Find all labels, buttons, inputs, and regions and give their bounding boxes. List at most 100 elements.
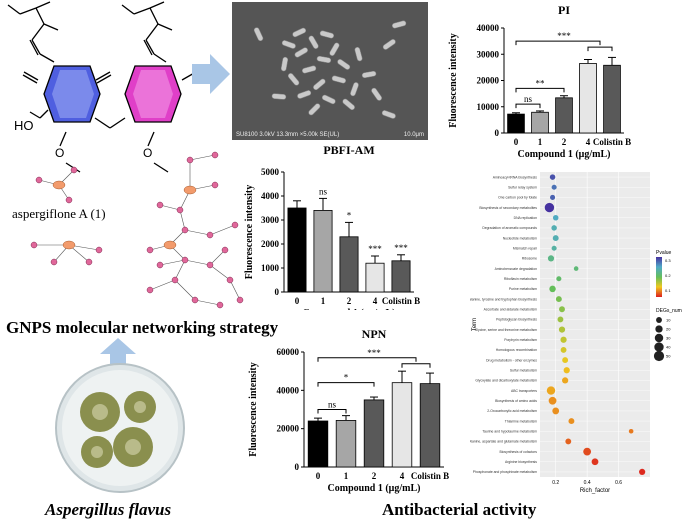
term-point bbox=[557, 316, 564, 323]
term-label: Aminobenzoate degradation bbox=[495, 267, 538, 271]
term-label: Phosphonate and phosphinate metabolism bbox=[473, 470, 537, 474]
sig-bracket bbox=[317, 409, 347, 414]
term-label: Porphyrin metabolism bbox=[504, 338, 537, 342]
y-tick-label: 0 bbox=[495, 128, 500, 138]
term-point bbox=[591, 458, 599, 466]
x-tick-label: 2 bbox=[372, 471, 377, 481]
term-point bbox=[565, 438, 572, 445]
y-tick-label: 2000 bbox=[261, 239, 280, 249]
sig-bracket bbox=[317, 382, 375, 387]
term-label: Nucleotide metabolism bbox=[503, 236, 537, 240]
term-label: One carbon pool by folate bbox=[498, 196, 537, 200]
term-point bbox=[639, 468, 646, 476]
bar-0 bbox=[307, 420, 329, 468]
x-tick-label: 0.6 bbox=[615, 480, 622, 486]
bacteria-cluster bbox=[232, 2, 428, 140]
activity-caption: Antibacterial activity bbox=[382, 500, 537, 519]
term-point bbox=[560, 336, 567, 343]
term-label: Biosynthesis of cofactors bbox=[499, 450, 537, 454]
term-point bbox=[628, 428, 634, 434]
molecular-network bbox=[146, 151, 244, 309]
x-tick-label: 4 bbox=[400, 471, 405, 481]
term-label: Biosynthesis of amino acids bbox=[495, 399, 537, 403]
chart-title: PBFI-AM bbox=[323, 143, 374, 157]
legend-size-dot bbox=[656, 317, 662, 323]
sig-bracket bbox=[515, 103, 541, 109]
plot-background bbox=[540, 172, 650, 477]
term-label: Thiamine metabolism bbox=[505, 419, 537, 423]
sig-label: ns bbox=[319, 186, 328, 196]
y-axis-label: Fluorescence intensity bbox=[244, 185, 255, 280]
term-point bbox=[550, 194, 556, 200]
x-tick-label: 2 bbox=[562, 137, 567, 147]
term-label: Glycine, serine and threonine metabolism bbox=[475, 328, 538, 332]
term-label: ABC transporters bbox=[511, 389, 537, 393]
bar-colistin-b bbox=[603, 64, 621, 134]
term-point bbox=[562, 377, 569, 384]
legend-size-dot bbox=[654, 333, 664, 343]
bar-0 bbox=[507, 113, 525, 134]
legend-size-tick: 30 bbox=[666, 336, 671, 341]
legend-size-tick: 40 bbox=[666, 345, 671, 350]
sig-bracket bbox=[401, 363, 431, 368]
x-tick-label: 4 bbox=[373, 296, 378, 306]
sig-label: ns bbox=[524, 94, 533, 104]
term-label: Biosynthesis of secondary metabolites bbox=[479, 206, 537, 210]
x-tick-label: 0 bbox=[316, 471, 321, 481]
term-point bbox=[556, 276, 562, 282]
y-axis-label: Fluorescence intensity bbox=[448, 33, 459, 128]
term-label: Arginine biosynthesis bbox=[505, 460, 537, 464]
term-label: Mismatch repair bbox=[513, 246, 538, 250]
x-tick-label: 1 bbox=[344, 471, 349, 481]
y-tick-label: 0 bbox=[295, 462, 300, 472]
x-tick-label: Colistin B bbox=[593, 137, 631, 147]
legend-color-tick: 0.1 bbox=[665, 288, 671, 293]
sig-label: *** bbox=[368, 244, 382, 254]
y-axis-label: Fluorescence intensity bbox=[248, 362, 259, 457]
x-tick-label: 0 bbox=[514, 137, 519, 147]
sig-bracket bbox=[317, 357, 417, 362]
legend-color-tick: 0.3 bbox=[665, 258, 671, 263]
y-tick-label: 40000 bbox=[477, 23, 500, 33]
sig-label: *** bbox=[557, 31, 571, 41]
bar-0 bbox=[287, 207, 307, 293]
term-label: Homologous recombination bbox=[496, 348, 537, 352]
sig-label: *** bbox=[367, 348, 381, 358]
term-point bbox=[563, 367, 570, 374]
legend-size-tick: 50 bbox=[666, 354, 671, 359]
term-point bbox=[560, 346, 567, 353]
compound-label: aspergiflone A (1) bbox=[12, 206, 106, 221]
x-tick-label: Colistin B bbox=[411, 471, 449, 481]
term-label: DNA replication bbox=[514, 216, 537, 220]
y-axis-label: Term bbox=[472, 318, 478, 331]
sem-scale-text: 10.0μm bbox=[403, 132, 424, 138]
y-tick-label: 60000 bbox=[277, 347, 300, 357]
y-tick-label: 0 bbox=[275, 287, 280, 297]
term-point bbox=[583, 447, 592, 456]
sig-label: ns bbox=[328, 400, 337, 410]
chemical-structure: HO O O O bbox=[7, 1, 205, 173]
y-tick-label: 30000 bbox=[477, 49, 500, 59]
bar-colistin-b bbox=[391, 260, 411, 293]
term-point bbox=[548, 396, 557, 405]
arrow-right-icon bbox=[192, 54, 230, 94]
y-tick-label: 5000 bbox=[261, 167, 280, 177]
x-axis-label: Compound 1 (μg/mL) bbox=[518, 149, 611, 160]
pbfi-bar-chart: PBFI-AM 0 1000 2000 3000 4000 5000 0 1 2 4 Colistin… bbox=[244, 143, 420, 310]
term-label: Aminoacyl-tRNA biosynthesis bbox=[493, 175, 538, 179]
term-label: Phenylalanine, tyrosine and tryptophan b… bbox=[470, 297, 537, 301]
legend-size-tick: 10 bbox=[666, 318, 671, 323]
term-label: Riboflavin metabolism bbox=[504, 277, 537, 281]
term-point bbox=[546, 386, 556, 395]
npn-bar-chart: NPN 0 20000 40000 60000 0 1 2 4 Colistin B Compoun… bbox=[248, 327, 449, 494]
sig-label: * bbox=[347, 210, 352, 220]
term-label: Taurine and hypotaurine metabolism bbox=[482, 429, 537, 433]
term-point bbox=[549, 285, 556, 293]
legend-title-size: DEGs_number bbox=[656, 308, 682, 314]
x-axis-label: Compound 1 (μg/mL) bbox=[303, 308, 396, 310]
legend-size-dot bbox=[653, 350, 665, 362]
term-point bbox=[551, 225, 557, 231]
term-label: Peptidoglycan biosynthesis bbox=[496, 318, 537, 322]
bar-4 bbox=[391, 382, 413, 468]
sig-bracket bbox=[587, 46, 613, 52]
